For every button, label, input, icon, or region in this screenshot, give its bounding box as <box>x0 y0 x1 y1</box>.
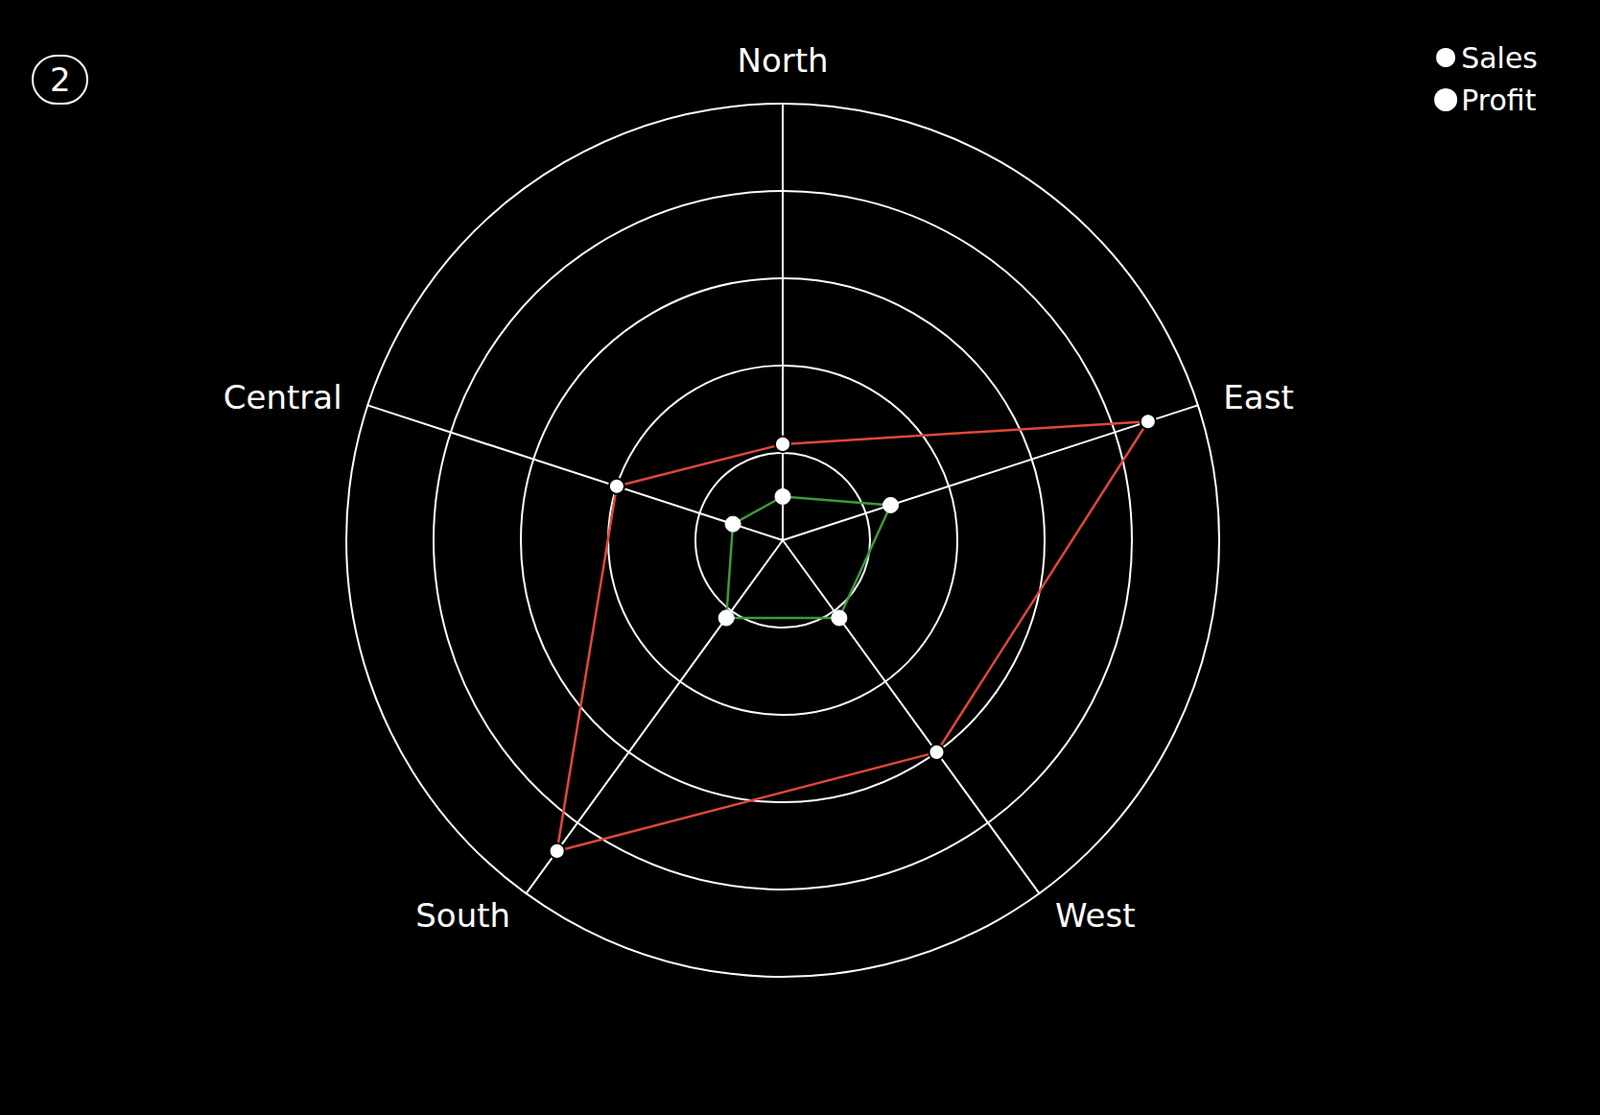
svg-text:South: South <box>415 895 511 935</box>
svg-text:Central: Central <box>223 377 343 417</box>
svg-text:West: West <box>1055 895 1136 935</box>
svg-text:Profit: Profit <box>1460 83 1536 118</box>
svg-text:North: North <box>736 41 828 80</box>
svg-text:East: East <box>1223 377 1294 417</box>
svg-text:2: 2 <box>49 60 71 99</box>
svg-text:Sales: Sales <box>1460 41 1538 75</box>
